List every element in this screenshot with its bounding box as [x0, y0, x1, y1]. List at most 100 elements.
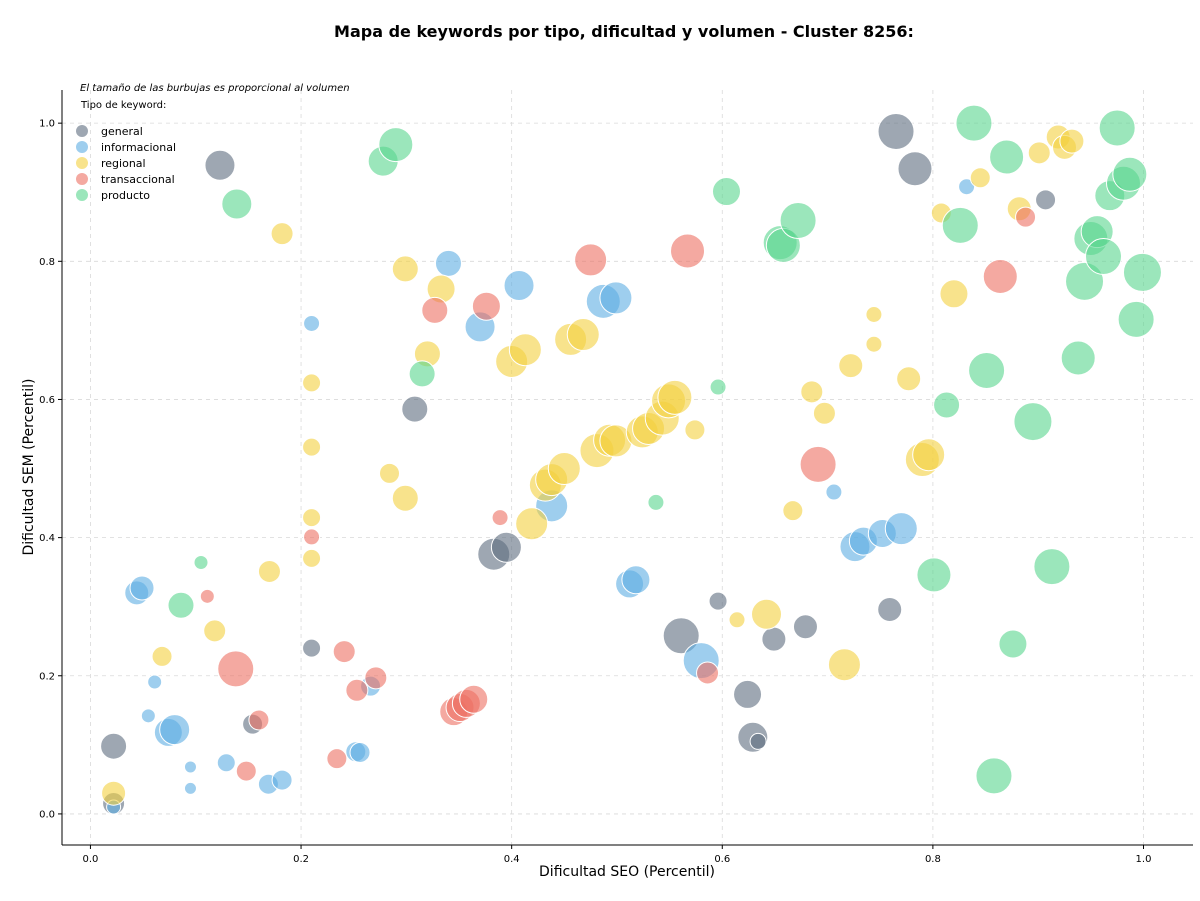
- bubble-regional: [782, 500, 804, 522]
- x-tick-label: 0.4: [504, 854, 520, 865]
- bubble-regional: [508, 333, 542, 367]
- bubble-general: [490, 531, 522, 563]
- bubble-general: [204, 149, 236, 181]
- bubble-regional: [969, 167, 991, 189]
- bubble-producto: [975, 757, 1013, 795]
- bubble-informacional: [958, 178, 976, 196]
- bubble-producto: [1098, 109, 1136, 147]
- bubble-transaccional: [799, 445, 837, 483]
- y-tick-label: 0.6: [39, 395, 55, 406]
- bubble-producto: [955, 104, 993, 142]
- series-producto: [167, 104, 1162, 795]
- bubble-transaccional: [364, 666, 388, 690]
- bubble-producto: [1122, 252, 1162, 292]
- bubble-regional: [684, 419, 706, 441]
- bubble-informacional: [303, 314, 321, 332]
- bubble-transaccional: [345, 678, 369, 702]
- bubbles: [100, 104, 1162, 816]
- legend-label-regional: regional: [101, 157, 146, 170]
- bubble-regional: [302, 548, 322, 568]
- legend-marker-general: [76, 125, 88, 137]
- y-tick-label: 0.0: [39, 809, 55, 820]
- bubble-general: [100, 732, 128, 760]
- bubble-regional: [203, 619, 227, 643]
- bubble-transaccional: [982, 259, 1018, 295]
- bubble-regional: [751, 598, 783, 630]
- bubble-transaccional: [696, 661, 720, 685]
- bubble-producto: [1117, 300, 1155, 338]
- series-transaccional: [199, 206, 1037, 782]
- bubble-producto: [1033, 548, 1071, 586]
- bubble-informacional: [503, 269, 535, 301]
- legend-label-transaccional: transaccional: [101, 173, 175, 186]
- bubble-producto: [1060, 340, 1096, 376]
- bubble-regional: [302, 373, 322, 393]
- bubble-informacional: [216, 753, 236, 773]
- bubble-transaccional: [421, 296, 449, 324]
- bubble-informacional: [183, 760, 197, 774]
- bubble-transaccional: [248, 709, 270, 731]
- bubble-regional: [257, 559, 281, 583]
- bubble-regional: [865, 305, 883, 323]
- bubble-regional: [896, 366, 922, 392]
- bubble-producto: [647, 493, 665, 511]
- bubble-producto: [378, 127, 414, 163]
- bubble-producto: [408, 360, 436, 388]
- bubble-transaccional: [471, 291, 501, 321]
- bubble-producto: [998, 629, 1028, 659]
- bubble-general: [792, 614, 818, 640]
- bubble-transaccional: [235, 760, 257, 782]
- bubble-general: [401, 395, 429, 423]
- bubble-general: [733, 679, 763, 709]
- size-note: El tamaño de las burbujas es proporciona…: [80, 83, 350, 94]
- x-ticks: 0.0 0.2 0.4 0.6 0.8 1.0: [82, 845, 1151, 865]
- bubble-general: [302, 638, 322, 658]
- bubble-informacional: [884, 512, 918, 546]
- y-tick-label: 0.2: [39, 671, 55, 682]
- chart-title: Mapa de keywords por tipo, dificultad y …: [334, 22, 914, 41]
- legend-label-producto: producto: [101, 189, 150, 202]
- legend: El tamaño de las burbujas es proporciona…: [76, 83, 350, 202]
- bubble-producto: [989, 139, 1025, 175]
- bubble-informacional: [140, 708, 156, 724]
- bubble-regional: [939, 279, 969, 309]
- bubble-transaccional: [332, 640, 356, 664]
- bubble-regional: [391, 484, 419, 512]
- bubble-regional: [302, 437, 322, 457]
- bubble-transaccional: [670, 233, 706, 269]
- bubble-regional: [151, 645, 173, 667]
- bubble-regional: [515, 507, 549, 541]
- bubble-producto: [221, 188, 253, 220]
- bubble-producto: [941, 206, 979, 244]
- bubble-regional: [728, 611, 746, 629]
- bubble-transaccional: [459, 684, 489, 714]
- bubble-regional: [270, 222, 294, 246]
- bubble-regional: [379, 462, 401, 484]
- bubble-producto: [709, 378, 727, 396]
- bubble-regional: [865, 335, 883, 353]
- bubble-regional: [1027, 141, 1051, 165]
- bubble-informacional: [349, 741, 371, 763]
- bubble-transaccional: [199, 588, 215, 604]
- legend-label-general: general: [101, 125, 143, 138]
- series-regional: [101, 124, 1085, 806]
- bubble-regional: [101, 780, 127, 806]
- bubble-transaccional: [326, 748, 348, 770]
- legend-marker-transaccional: [76, 173, 88, 185]
- bubble-regional: [302, 508, 322, 528]
- legend-marker-producto: [76, 189, 88, 201]
- bubble-regional: [566, 318, 600, 352]
- bubble-regional: [827, 648, 861, 682]
- bubble-producto: [711, 177, 741, 207]
- bubble-informacional: [147, 674, 163, 690]
- bubble-producto: [167, 591, 195, 619]
- bubble-informacional: [271, 769, 293, 791]
- bubble-regional: [912, 438, 946, 472]
- x-tick-label: 0.6: [714, 854, 730, 865]
- x-tick-label: 0.2: [293, 854, 309, 865]
- bubble-regional: [657, 379, 693, 415]
- bubble-general: [662, 617, 700, 655]
- y-tick-label: 0.4: [39, 533, 55, 544]
- bubble-producto: [933, 391, 961, 419]
- bubble-transaccional: [574, 243, 608, 277]
